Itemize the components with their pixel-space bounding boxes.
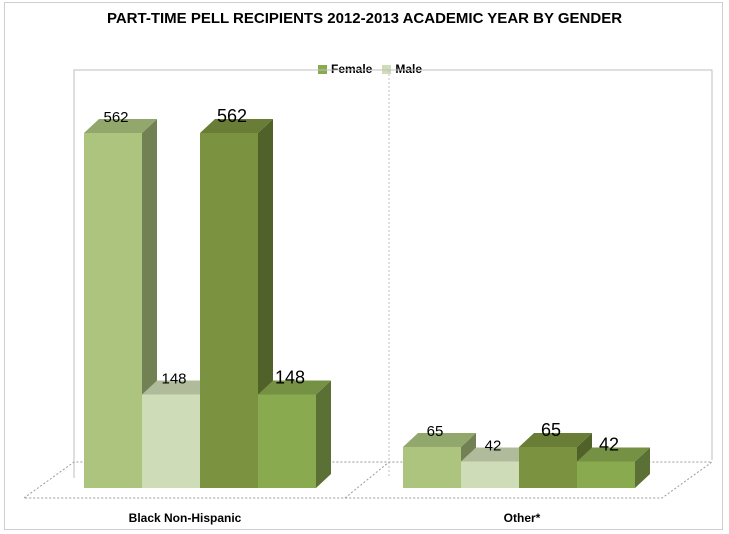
data-label-series-4-black-non-hispanic: 148 bbox=[275, 368, 305, 388]
bar-series-3-other bbox=[519, 446, 577, 488]
data-label-female-black-non-hispanic: 562 bbox=[103, 109, 128, 126]
bar-male-black-non-hispanic bbox=[142, 394, 200, 488]
data-label-series-4-other: 42 bbox=[599, 434, 619, 454]
legend: Female Male bbox=[318, 62, 432, 76]
bar-series-4-black-non-hispanic bbox=[258, 394, 316, 488]
bar-male-other-top bbox=[461, 447, 534, 462]
bar-series-4-black-non-hispanic-top bbox=[258, 380, 331, 395]
legend-swatch-female bbox=[318, 64, 327, 74]
data-label-series-3-other: 65 bbox=[541, 420, 561, 440]
data-label-female-other: 65 bbox=[427, 423, 444, 440]
bar-series-3-black-non-hispanic bbox=[200, 133, 258, 488]
bar-male-other bbox=[461, 461, 519, 488]
category-label-other: Other* bbox=[503, 511, 541, 525]
legend-label-male: Male bbox=[395, 62, 423, 76]
back-wall-right bbox=[389, 69, 713, 460]
bar-series-3-black-non-hispanic-top bbox=[200, 119, 273, 133]
bar-female-black-non-hispanic bbox=[84, 133, 142, 488]
bar-female-other-top bbox=[403, 432, 476, 447]
data-label-male-black-non-hispanic: 148 bbox=[161, 371, 186, 388]
bar-series-4-black-non-hispanic-side bbox=[316, 380, 331, 488]
bar-series-4-other-side bbox=[635, 447, 650, 488]
data-label-series-3-black-non-hispanic: 562 bbox=[217, 106, 247, 126]
bar-series-4-other bbox=[577, 461, 635, 488]
chart-title: PART-TIME PELL RECIPIENTS 2012-2013 ACAD… bbox=[106, 10, 623, 27]
category-label-black-non-hispanic: Black Non-Hispanic bbox=[128, 511, 242, 525]
data-label-male-other: 42 bbox=[485, 437, 502, 454]
floor-divider bbox=[344, 461, 390, 499]
legend-label-female: Female bbox=[331, 62, 373, 76]
legend-item-male: Male bbox=[382, 62, 422, 76]
bar-series-4-other-top bbox=[577, 447, 650, 462]
back-wall-left bbox=[73, 69, 389, 478]
bar-female-black-non-hispanic-top bbox=[84, 119, 157, 133]
bar-male-black-non-hispanic-top bbox=[142, 380, 215, 395]
bar-female-other bbox=[403, 446, 461, 488]
bar-series-3-other-top bbox=[519, 432, 592, 447]
legend-swatch-male bbox=[382, 64, 392, 74]
floor bbox=[22, 461, 714, 499]
legend-item-female: Female bbox=[318, 62, 372, 76]
